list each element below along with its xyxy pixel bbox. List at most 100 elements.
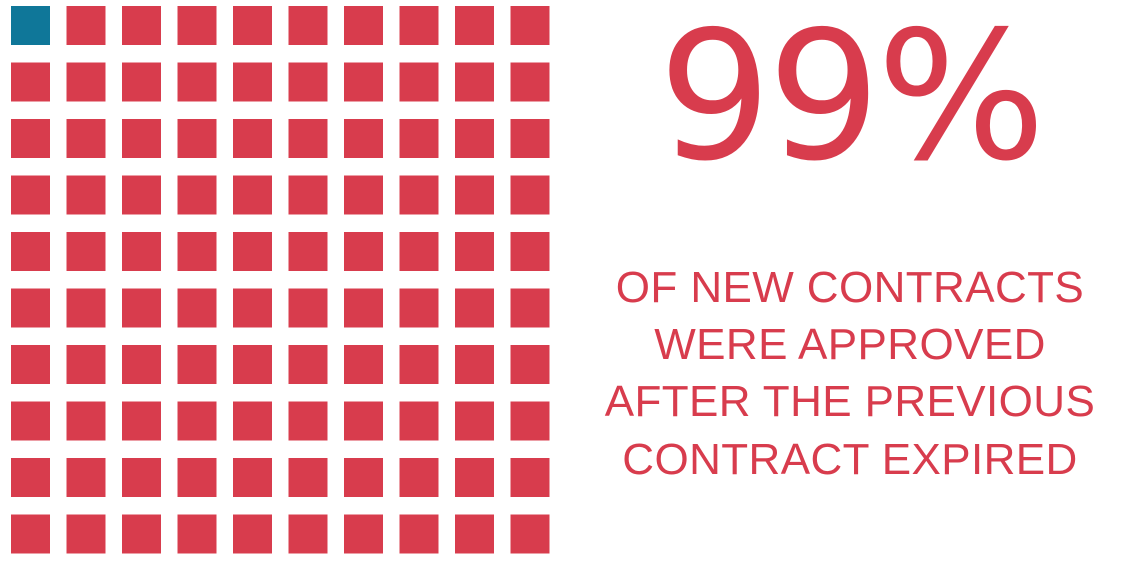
waffle-cell bbox=[510, 62, 550, 102]
waffle-cell bbox=[233, 232, 272, 271]
waffle-cell bbox=[233, 175, 272, 215]
waffle-cell bbox=[177, 401, 217, 441]
waffle-cell bbox=[344, 119, 383, 158]
waffle-cell bbox=[177, 119, 217, 158]
waffle-cell bbox=[66, 288, 106, 328]
waffle-chart bbox=[11, 6, 550, 554]
caption: OF NEW CONTRACTS WERE APPROVED AFTER THE… bbox=[580, 259, 1120, 488]
waffle-cell bbox=[233, 401, 272, 441]
waffle-cell bbox=[122, 232, 161, 271]
caption-line-4: CONTRACT EXPIRED bbox=[622, 434, 1078, 484]
waffle-cell bbox=[288, 345, 328, 384]
waffle-cell bbox=[66, 119, 106, 158]
waffle-cell bbox=[11, 232, 50, 271]
waffle-cell bbox=[399, 175, 439, 215]
waffle-cell bbox=[399, 232, 439, 271]
waffle-cell bbox=[11, 288, 50, 328]
waffle-cell bbox=[455, 119, 494, 158]
waffle-cell bbox=[455, 175, 494, 215]
waffle-cell bbox=[11, 175, 50, 215]
waffle-cell bbox=[510, 514, 550, 554]
waffle-cell bbox=[455, 232, 494, 271]
waffle-cell bbox=[344, 62, 383, 102]
waffle-cell bbox=[399, 62, 439, 102]
waffle-cell bbox=[455, 6, 494, 45]
waffle-cell bbox=[344, 401, 383, 441]
waffle-cell bbox=[288, 62, 328, 102]
waffle-cell bbox=[288, 514, 328, 554]
waffle-cell bbox=[399, 401, 439, 441]
waffle-cell bbox=[66, 458, 106, 497]
waffle-cell bbox=[288, 401, 328, 441]
waffle-cell bbox=[399, 119, 439, 158]
waffle-cell bbox=[177, 175, 217, 215]
caption-line-3: AFTER THE PREVIOUS bbox=[604, 377, 1096, 427]
waffle-cell bbox=[66, 232, 106, 271]
waffle-cell bbox=[455, 345, 494, 384]
waffle-cell bbox=[344, 458, 383, 497]
waffle-cell bbox=[11, 514, 50, 554]
waffle-cell bbox=[455, 288, 494, 328]
waffle-cell bbox=[399, 288, 439, 328]
waffle-cell bbox=[344, 288, 383, 328]
waffle-cell bbox=[233, 62, 272, 102]
waffle-cell bbox=[66, 62, 106, 102]
waffle-cell bbox=[122, 458, 161, 497]
waffle-cell bbox=[510, 288, 550, 328]
headline-percentage: 99% bbox=[658, 0, 1046, 200]
waffle-cell bbox=[510, 175, 550, 215]
waffle-cell bbox=[233, 458, 272, 497]
caption-line-2: WERE APPROVED bbox=[654, 320, 1046, 370]
waffle-cell bbox=[344, 345, 383, 384]
waffle-cell bbox=[455, 62, 494, 102]
waffle-cell bbox=[11, 345, 50, 384]
waffle-cell bbox=[122, 288, 161, 328]
waffle-cell bbox=[510, 345, 550, 384]
waffle-cell bbox=[177, 232, 217, 271]
waffle-cell bbox=[288, 6, 328, 45]
waffle-cell bbox=[122, 514, 161, 554]
waffle-cell bbox=[177, 62, 217, 102]
waffle-cell bbox=[11, 119, 50, 158]
waffle-cell bbox=[455, 458, 494, 497]
waffle-cell bbox=[233, 119, 272, 158]
waffle-cell bbox=[288, 119, 328, 158]
waffle-cell bbox=[344, 175, 383, 215]
waffle-cell bbox=[122, 62, 161, 102]
waffle-cell bbox=[11, 458, 50, 497]
waffle-cell bbox=[510, 6, 550, 45]
waffle-cell bbox=[233, 345, 272, 384]
waffle-cell bbox=[11, 401, 50, 441]
waffle-cell bbox=[177, 288, 217, 328]
waffle-cell bbox=[288, 458, 328, 497]
waffle-cell bbox=[510, 401, 550, 441]
waffle-cell bbox=[122, 175, 161, 215]
waffle-cell bbox=[66, 401, 106, 441]
waffle-cell bbox=[344, 6, 383, 45]
waffle-cell bbox=[66, 175, 106, 215]
waffle-cell bbox=[510, 232, 550, 271]
waffle-cell bbox=[66, 6, 106, 45]
waffle-cell bbox=[122, 345, 161, 384]
waffle-cell bbox=[66, 514, 106, 554]
waffle-cell bbox=[399, 514, 439, 554]
waffle-cell bbox=[288, 288, 328, 328]
waffle-cell bbox=[233, 6, 272, 45]
waffle-cell bbox=[399, 345, 439, 384]
waffle-cell bbox=[455, 514, 494, 554]
waffle-cell bbox=[399, 458, 439, 497]
waffle-cell bbox=[122, 6, 161, 45]
waffle-cell bbox=[233, 288, 272, 328]
waffle-cell-highlighted bbox=[11, 6, 50, 45]
waffle-cell bbox=[233, 514, 272, 554]
waffle-cell bbox=[288, 232, 328, 271]
waffle-cell bbox=[510, 119, 550, 158]
waffle-cell bbox=[11, 62, 50, 102]
waffle-cell bbox=[177, 514, 217, 554]
waffle-cell bbox=[177, 6, 217, 45]
waffle-cell bbox=[344, 514, 383, 554]
waffle-cell bbox=[455, 401, 494, 441]
waffle-cell bbox=[510, 458, 550, 497]
waffle-cell bbox=[66, 345, 106, 384]
waffle-cell bbox=[288, 175, 328, 215]
